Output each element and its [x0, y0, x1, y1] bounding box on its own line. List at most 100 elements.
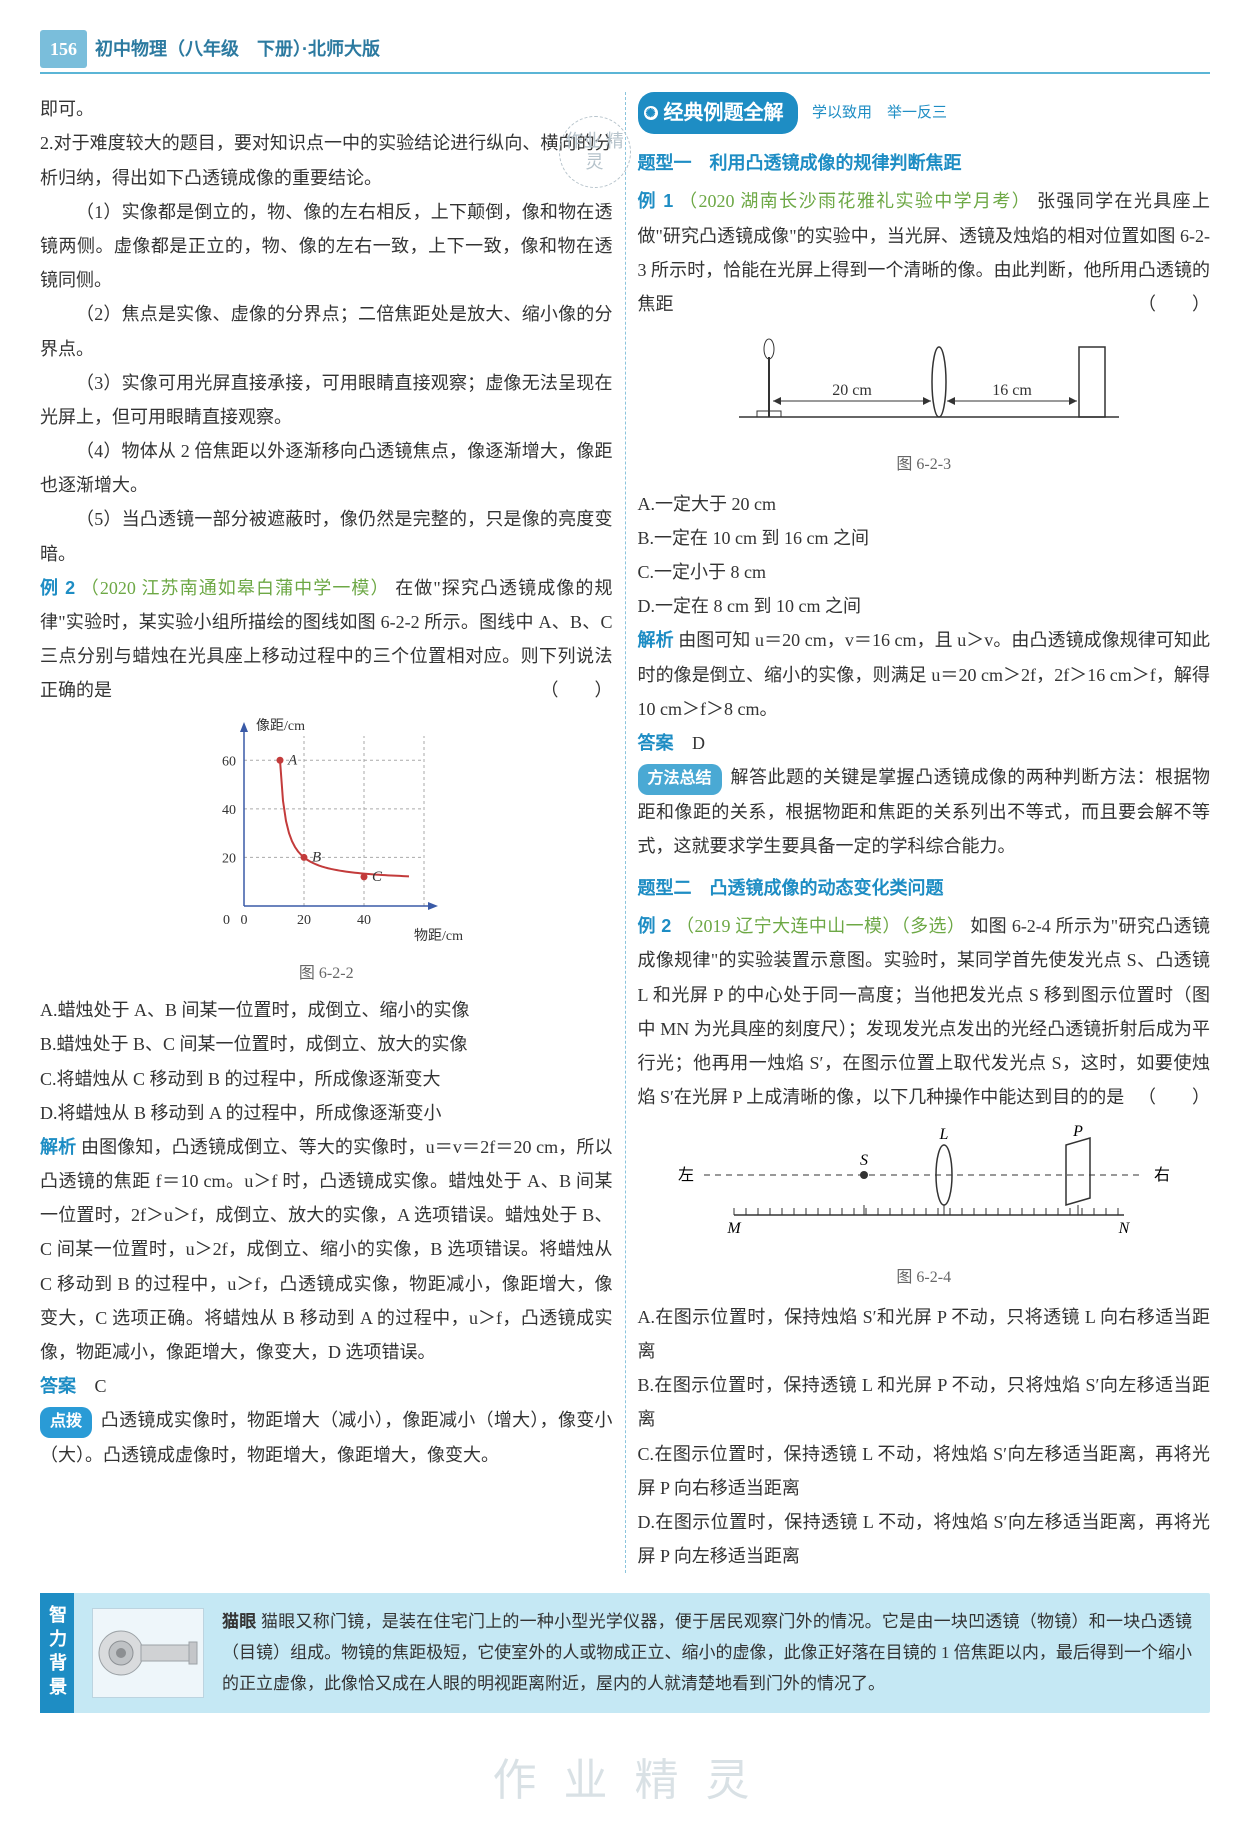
svg-text:0: 0: [241, 913, 248, 928]
analysis-label: 解析: [638, 630, 674, 650]
opt-c: C.一定小于 8 cm: [638, 555, 1211, 589]
answer-line: 答案 D: [638, 726, 1211, 760]
footer-trivia: 智力背景 猫眼 猫眼又称门镜，是装在住宅门上的一种小型光学仪器，便于居民观察门外…: [40, 1593, 1210, 1713]
diagram-svg: 左 右 S L P M N: [674, 1120, 1174, 1250]
peephole-svg: [93, 1618, 203, 1688]
section-heading-row: ✺ 经典例题全解 学以致用 举一反三: [638, 92, 1211, 138]
opt-b: B.蜡烛处于 B、C 间某一位置时，成倒立、放大的实像: [40, 1027, 613, 1061]
svg-text:物距/cm: 物距/cm: [414, 928, 463, 944]
figure-caption: 图 6-2-2: [40, 959, 613, 989]
analysis-body: 由图可知 u＝20 cm，v＝16 cm，且 u＞v。由凸透镜成像规律可知此时的…: [638, 630, 1211, 718]
svg-text:A: A: [287, 752, 298, 768]
rule-3: （3）实像可用光屏直接承接，可用眼睛直接观察；虚像无法呈现在光屏上，但可用眼睛直…: [40, 366, 613, 434]
right-example-2: 例 2 （2019 辽宁大连中山一模）（多选） 如图 6-2-4 所示为"研究凸…: [638, 909, 1211, 1114]
svg-text:0: 0: [223, 913, 230, 928]
left-example-2: 例 2 （2020 江苏南通如皋白蒲中学一模） 在做"探究凸透镜成像的规律"实验…: [40, 571, 613, 708]
svg-text:60: 60: [222, 754, 236, 769]
svg-text:L: L: [938, 1126, 948, 1143]
rule-1: （1）实像都是倒立的，物、像的左右相反，上下颠倒，像和物在透镜两侧。虚像都是正立…: [40, 195, 613, 298]
analysis-block: 解析 由图像知，凸透镜成倒立、等大的实像时，u＝v＝2f＝20 cm，所以凸透镜…: [40, 1130, 613, 1369]
opt-a: A.一定大于 20 cm: [638, 487, 1211, 521]
footer-side-label: 智力背景: [40, 1593, 74, 1713]
example-body: 如图 6-2-4 所示为"研究凸透镜成像规律"的实验装置示意图。实验时，某同学首…: [638, 916, 1211, 1107]
answer-value: C: [95, 1376, 107, 1396]
method-label: 方法总结: [638, 764, 722, 794]
example-label: 例 1: [638, 191, 674, 211]
tip-body: 凸透镜成实像时，物距增大（减小），像距减小（增大），像变小（大）。凸透镜成虚像时…: [40, 1410, 613, 1464]
opt-d2: D.在图示位置时，保持透镜 L 不动，将烛焰 S′向左移适当距离，再将光屏 P …: [638, 1505, 1211, 1573]
section-subtitle: 学以致用 举一反三: [812, 105, 947, 121]
svg-text:40: 40: [357, 913, 371, 928]
left-column: 作业 精灵 即可。 2.对于难度较大的题目，要对知识点一中的实验结论进行纵向、横…: [40, 92, 613, 1573]
answer-paren: （ ）: [541, 673, 613, 707]
type-1-heading: 题型一 利用凸透镜成像的规律判断焦距: [638, 146, 1211, 180]
example-source: （2020 江苏南通如皋白蒲中学一模）: [81, 578, 390, 598]
opt-d: D.将蜡烛从 B 移动到 A 的过程中，所成像逐渐变小: [40, 1096, 613, 1130]
chip-dot-icon: ✺: [644, 106, 658, 120]
svg-text:20: 20: [297, 913, 311, 928]
type-2-heading: 题型二 凸透镜成像的动态变化类问题: [638, 871, 1211, 905]
method-body: 解答此题的关键是掌握凸透镜成像的两种判断方法：根据物距和像距的关系，根据物距和焦…: [638, 767, 1211, 856]
svg-text:C: C: [372, 868, 383, 884]
example-label: 例 2: [40, 578, 75, 598]
figure-6-2-4: 左 右 S L P M N 图 6-2-4: [638, 1120, 1211, 1294]
opt-b: B.一定在 10 cm 到 16 cm 之间: [638, 521, 1211, 555]
opt-c: C.将蜡烛从 C 移动到 B 的过程中，所成像逐渐变大: [40, 1062, 613, 1096]
svg-text:像距/cm: 像距/cm: [256, 718, 305, 734]
svg-text:20 cm: 20 cm: [832, 382, 872, 399]
footer-body-text: 猫眼又称门镜，是装在住宅门上的一种小型光学仪器，便于居民观察门外的情况。它是由一…: [222, 1612, 1192, 1692]
right-example-1: 例 1 （2020 湖南长沙雨花雅礼实验中学月考） 张强同学在光具座上做"研究凸…: [638, 184, 1211, 321]
example-source: （2019 辽宁大连中山一模）（多选）: [676, 916, 965, 936]
rule-2: （2）焦点是实像、虚像的分界点；二倍焦距处是放大、缩小像的分界点。: [40, 297, 613, 365]
page-title: 初中物理（八年级 下册）·北师大版: [95, 32, 380, 66]
svg-text:B: B: [312, 849, 321, 865]
opt-a2: A.在图示位置时，保持烛焰 S′和光屏 P 不动，只将透镜 L 向右移适当距离: [638, 1300, 1211, 1368]
analysis-label: 解析: [40, 1137, 76, 1157]
right-column: ✺ 经典例题全解 学以致用 举一反三 题型一 利用凸透镜成像的规律判断焦距 例 …: [638, 92, 1211, 1573]
svg-text:M: M: [726, 1220, 742, 1237]
answer-line: 答案 C: [40, 1369, 613, 1403]
cont-line: 即可。: [40, 92, 613, 126]
svg-text:右: 右: [1154, 1166, 1170, 1184]
diagram-svg: 20 cm 16 cm: [709, 327, 1139, 437]
answer-paren: （ ）: [1138, 287, 1210, 321]
svg-text:左: 左: [678, 1166, 694, 1184]
opt-b2: B.在图示位置时，保持透镜 L 和光屏 P 不动，只将烛焰 S′向左移适当距离: [638, 1368, 1211, 1436]
method-block: 方法总结 解答此题的关键是掌握凸透镜成像的两种判断方法：根据物距和像距的关系，根…: [638, 760, 1211, 863]
svg-text:N: N: [1117, 1220, 1130, 1237]
tip-block: 点拨 凸透镜成实像时，物距增大（减小），像距减小（增大），像变小（大）。凸透镜成…: [40, 1403, 613, 1472]
rule-4: （4）物体从 2 倍焦距以外逐渐移向凸透镜焦点，像逐渐增大，像距也逐渐增大。: [40, 434, 613, 502]
section-chip-text: 经典例题全解: [664, 94, 784, 132]
analysis-block: 解析 由图可知 u＝20 cm，v＝16 cm，且 u＞v。由凸透镜成像规律可知…: [638, 623, 1211, 726]
rule-intro: 2.对于难度较大的题目，要对知识点一中的实验结论进行纵向、横向的分析归纳，得出如…: [40, 126, 613, 194]
svg-text:20: 20: [222, 851, 236, 866]
svg-text:40: 40: [222, 802, 236, 817]
opt-d: D.一定在 8 cm 到 10 cm 之间: [638, 589, 1211, 623]
answer-label: 答案: [638, 733, 674, 753]
footer-text: 猫眼 猫眼又称门镜，是装在住宅门上的一种小型光学仪器，便于居民观察门外的情况。它…: [222, 1607, 1192, 1699]
opt-c2: C.在图示位置时，保持透镜 L 不动，将烛焰 S′向左移适当距离，再将光屏 P …: [638, 1437, 1211, 1505]
peephole-image: [92, 1608, 204, 1698]
svg-text:P: P: [1072, 1123, 1083, 1140]
figure-caption: 图 6-2-4: [638, 1263, 1211, 1293]
svg-text:S: S: [860, 1152, 868, 1169]
chart-svg: 0 20 40 20 40 60 像距/cm 物距/cm 0 A B C: [186, 716, 466, 946]
answer-paren: （ ）: [1138, 1080, 1210, 1114]
analysis-body: 由图像知，凸透镜成倒立、等大的实像时，u＝v＝2f＝20 cm，所以凸透镜的焦距…: [40, 1137, 613, 1362]
svg-text:16 cm: 16 cm: [992, 382, 1032, 399]
section-chip: ✺ 经典例题全解: [638, 92, 798, 134]
example-source: （2020 湖南长沙雨花雅礼实验中学月考）: [679, 191, 1031, 211]
tip-label: 点拨: [40, 1407, 92, 1437]
page-header: 156 初中物理（八年级 下册）·北师大版: [40, 30, 1210, 74]
column-divider: [625, 92, 626, 1573]
page-watermark: 作 业 精 灵: [0, 1739, 1250, 1823]
answer-value: D: [692, 733, 705, 753]
figure-caption: 图 6-2-3: [638, 450, 1211, 480]
page-number: 156: [40, 30, 87, 68]
figure-6-2-2: 0 20 40 20 40 60 像距/cm 物距/cm 0 A B C 图 6-2-2: [40, 716, 613, 990]
opt-a: A.蜡烛处于 A、B 间某一位置时，成倒立、缩小的实像: [40, 993, 613, 1027]
answer-label: 答案: [40, 1376, 76, 1396]
rule-5: （5）当凸透镜一部分被遮蔽时，像仍然是完整的，只是像的亮度变暗。: [40, 502, 613, 570]
example-label: 例 2: [638, 916, 672, 936]
footer-title: 猫眼: [222, 1612, 257, 1631]
